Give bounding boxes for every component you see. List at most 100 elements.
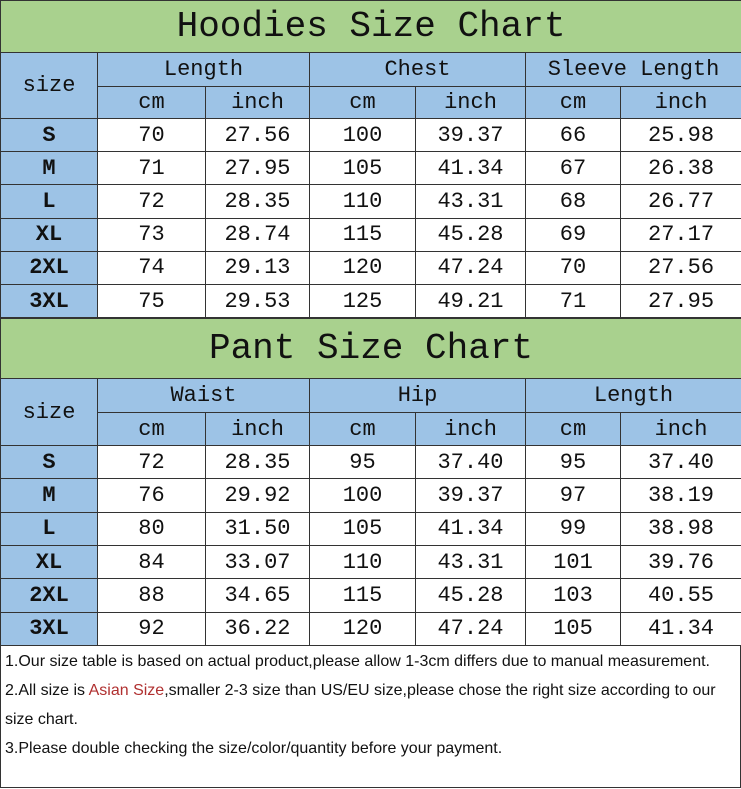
note-2-rest: ,smaller 2-3 size than US/EU size,please…	[5, 681, 716, 728]
table-row: XL 84 33.07 110 43.31 101 39.76	[0, 545, 741, 580]
value-cell: 41.34	[415, 511, 526, 547]
group-header: Sleeve Length	[524, 52, 741, 87]
value-cell: 110	[309, 545, 416, 580]
group-header: Chest	[309, 52, 526, 87]
table-row: 2XL 88 34.65 115 45.28 103 40.55	[0, 578, 741, 613]
value-cell: 92	[97, 611, 206, 646]
table-row: 2XL 74 29.13 120 47.24 70 27.56	[0, 250, 741, 285]
value-cell: 115	[309, 578, 416, 613]
value-cell: 41.34	[620, 611, 741, 646]
value-cell: 47.24	[415, 250, 526, 285]
value-cell: 71	[97, 151, 206, 186]
value-cell: 125	[309, 283, 416, 319]
value-cell: 43.31	[415, 184, 526, 219]
value-cell: 73	[97, 217, 206, 252]
table-row: M 76 29.92 100 39.37 97 38.19	[0, 478, 741, 513]
value-cell: 26.38	[619, 151, 741, 186]
table-row: S 70 27.56 100 39.37 66 25.98	[0, 117, 741, 153]
table-row: L 80 31.50 105 41.34 99 38.98	[0, 511, 741, 547]
value-cell: 39.37	[415, 478, 526, 513]
table-title: Pant Size Chart	[0, 318, 741, 380]
hoodies-size-table: Hoodies Size Chart size Length Chest Sleeve …	[0, 0, 741, 319]
value-cell: 69	[525, 217, 621, 252]
value-cell: 45.28	[415, 578, 526, 613]
unit-header: inch	[619, 86, 741, 119]
value-cell: 27.56	[619, 250, 741, 285]
unit-header: inch	[415, 86, 526, 119]
value-cell: 37.40	[620, 445, 741, 480]
value-cell: 76	[97, 478, 206, 513]
value-cell: 101	[525, 545, 621, 580]
group-header: Waist	[97, 378, 310, 414]
table-row: 3XL 92 36.22 120 47.24 105 41.34	[0, 611, 741, 646]
unit-header: cm	[97, 412, 206, 447]
unit-header: cm	[525, 86, 621, 119]
table-row: XL 73 28.74 115 45.28 69 27.17	[0, 217, 741, 252]
pant-size-table: Pant Size Chart size Waist Hip Length cm inch c…	[0, 318, 741, 646]
unit-header: inch	[205, 86, 310, 119]
value-cell: 37.40	[415, 445, 526, 480]
value-cell: 38.19	[620, 478, 741, 513]
value-cell: 100	[309, 478, 416, 513]
group-header: Hip	[309, 378, 526, 414]
size-cell: 2XL	[0, 250, 98, 285]
asian-size-highlight: Asian Size	[88, 681, 165, 699]
group-header: Length	[525, 378, 741, 414]
size-cell: L	[0, 184, 98, 219]
value-cell: 75	[97, 283, 206, 319]
value-cell: 45.28	[415, 217, 526, 252]
value-cell: 29.53	[205, 283, 310, 319]
value-cell: 95	[309, 445, 416, 480]
value-cell: 28.74	[205, 217, 310, 252]
value-cell: 29.13	[205, 250, 310, 285]
value-cell: 38.98	[620, 511, 741, 547]
value-cell: 88	[97, 578, 206, 613]
size-cell: XL	[0, 545, 98, 580]
size-cell: M	[0, 478, 98, 513]
value-cell: 70	[97, 117, 206, 153]
size-header: size	[0, 52, 98, 119]
value-cell: 105	[309, 511, 416, 547]
note-1: 1.Our size table is based on actual prod…	[5, 652, 710, 670]
value-cell: 27.95	[619, 283, 741, 319]
unit-header: cm	[309, 412, 416, 447]
value-cell: 105	[309, 151, 416, 186]
value-cell: 47.24	[415, 611, 526, 646]
value-cell: 39.76	[620, 545, 741, 580]
table-row: M 71 27.95 105 41.34 67 26.38	[0, 151, 741, 186]
value-cell: 49.21	[415, 283, 526, 319]
value-cell: 41.34	[415, 151, 526, 186]
size-cell: S	[0, 117, 98, 153]
unit-header: cm	[97, 86, 206, 119]
value-cell: 105	[525, 611, 621, 646]
value-cell: 27.95	[205, 151, 310, 186]
value-cell: 29.92	[205, 478, 310, 513]
value-cell: 95	[525, 445, 621, 480]
value-cell: 67	[525, 151, 621, 186]
value-cell: 97	[525, 478, 621, 513]
value-cell: 25.98	[619, 117, 741, 153]
table-title: Hoodies Size Chart	[0, 0, 741, 53]
notes: 1.Our size table is based on actual prod…	[0, 645, 741, 788]
note-3: 3.Please double checking the size/color/…	[5, 739, 503, 757]
unit-header: inch	[205, 412, 310, 447]
value-cell: 120	[309, 250, 416, 285]
value-cell: 43.31	[415, 545, 526, 580]
size-cell: XL	[0, 217, 98, 252]
value-cell: 84	[97, 545, 206, 580]
value-cell: 100	[309, 117, 416, 153]
value-cell: 40.55	[620, 578, 741, 613]
note-2-text: 2.All size is	[5, 681, 89, 699]
value-cell: 66	[525, 117, 621, 153]
size-cell: 2XL	[0, 578, 98, 613]
unit-header: inch	[415, 412, 526, 447]
value-cell: 27.17	[619, 217, 741, 252]
size-header: size	[0, 378, 98, 447]
size-cell: M	[0, 151, 98, 186]
value-cell: 120	[309, 611, 416, 646]
table-row: S 72 28.35 95 37.40 95 37.40	[0, 445, 741, 480]
value-cell: 103	[525, 578, 621, 613]
value-cell: 68	[525, 184, 621, 219]
value-cell: 36.22	[205, 611, 310, 646]
